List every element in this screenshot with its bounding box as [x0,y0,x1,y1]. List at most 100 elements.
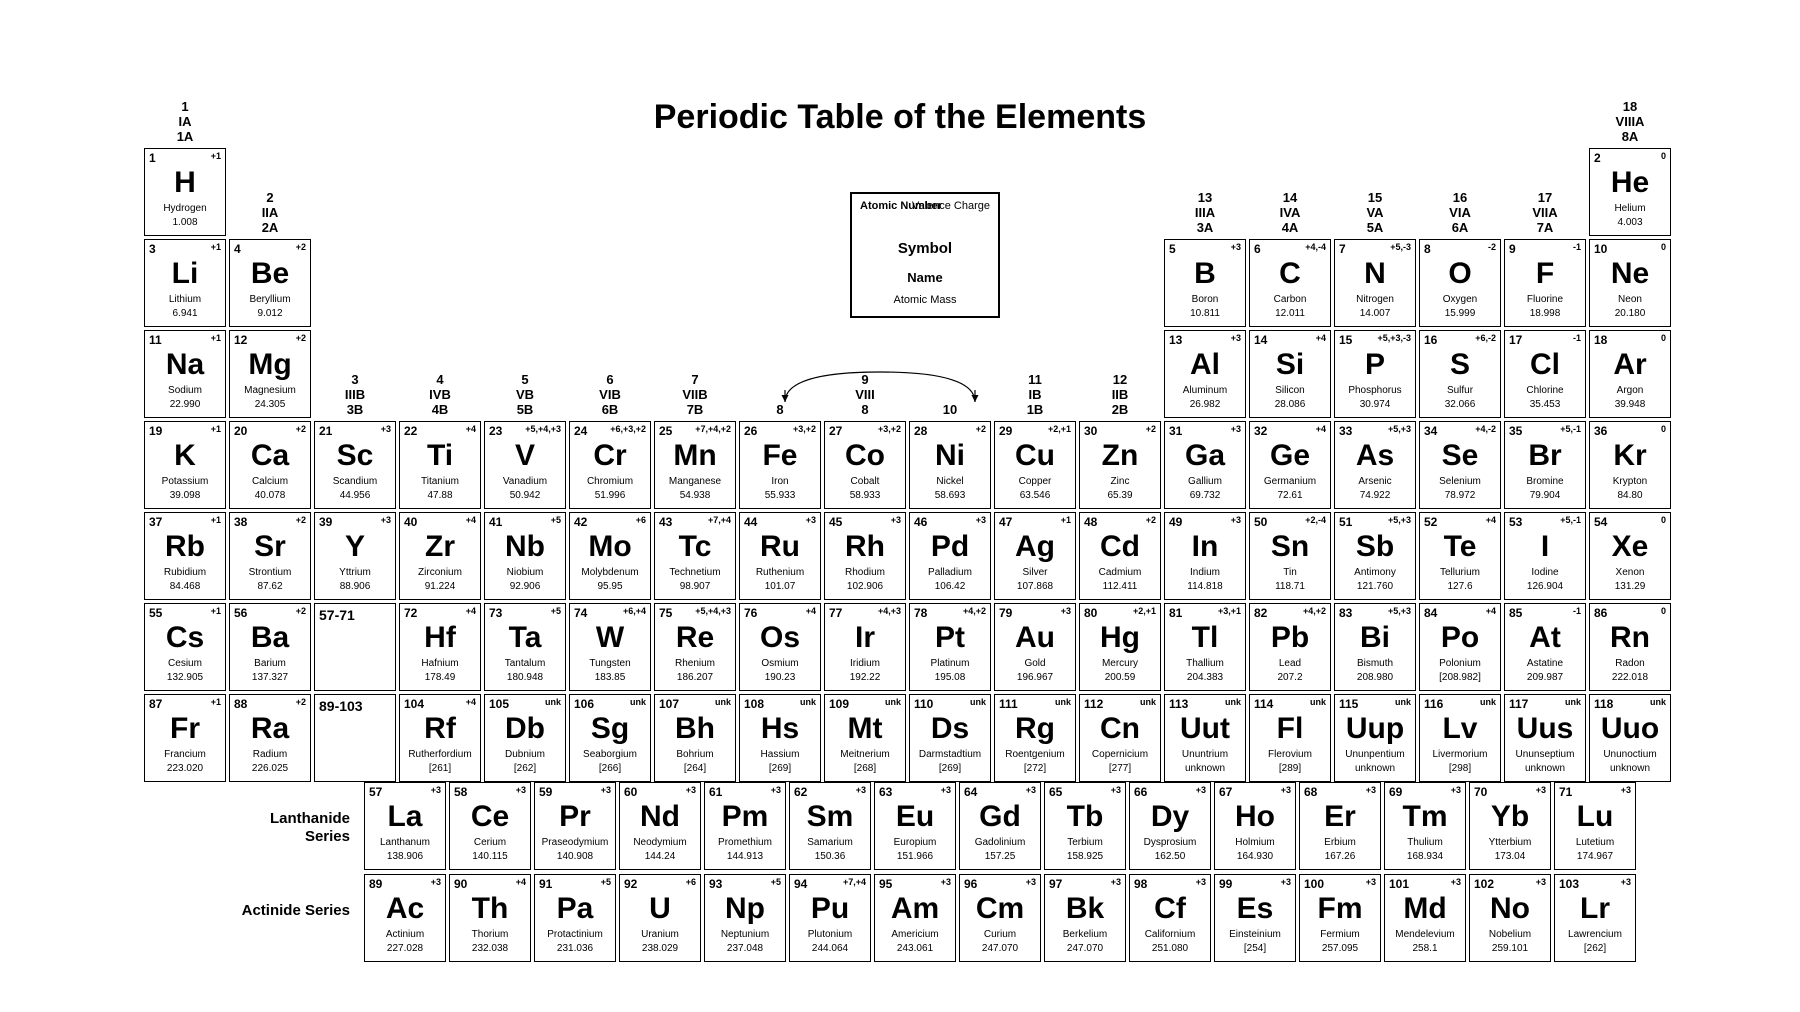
element-Sr: 38+2SrStrontium87.62 [229,512,311,600]
element-Ce: 58+3CeCerium140.115 [449,782,531,870]
group-header-6: 6VIB6B [569,372,651,417]
element-Zn: 30+2ZnZinc65.39 [1079,421,1161,509]
legend-box: Atomic Number Valence Charge Symbol Name… [850,192,1000,318]
element-Ne: 100NeNeon20.180 [1589,239,1671,327]
element-Sg: 106unkSgSeaborgium[266] [569,694,651,782]
element-Ta: 73+5TaTantalum180.948 [484,603,566,691]
element-Cm: 96+3CmCurium247.070 [959,874,1041,962]
element-Ac: 89+3AcActinium227.028 [364,874,446,962]
element-Uut: 113unkUutUnuntriumunknown [1164,694,1246,782]
range-89-103: 89-103 [314,694,396,782]
element-Rf: 104+4RfRutherfordium[261] [399,694,481,782]
element-Fm: 100+3FmFermium257.095 [1299,874,1381,962]
element-Cs: 55+1CsCesium132.905 [144,603,226,691]
legend-name: Name [852,270,998,285]
element-Th: 90+4ThThorium232.038 [449,874,531,962]
element-Be: 4+2BeBeryllium9.012 [229,239,311,327]
element-Ra: 88+2RaRadium226.025 [229,694,311,782]
element-Se: 34+4,-2SeSelenium78.972 [1419,421,1501,509]
element-Ag: 47+1AgSilver107.868 [994,512,1076,600]
element-Bi: 83+5,+3BiBismuth208.980 [1334,603,1416,691]
element-H: 1+1HHydrogen1.008 [144,148,226,236]
element-S: 16+6,-2SSulfur32.066 [1419,330,1501,418]
element-Ds: 110unkDsDarmstadtium[269] [909,694,991,782]
element-C: 6+4,-4CCarbon12.011 [1249,239,1331,327]
element-Hs: 108unkHsHassium[269] [739,694,821,782]
element-Y: 39+3YYttrium88.906 [314,512,396,600]
element-Kr: 360KrKrypton84.80 [1589,421,1671,509]
element-Tb: 65+3TbTerbium158.925 [1044,782,1126,870]
element-I: 53+5,-1IIodine126.904 [1504,512,1586,600]
element-Zr: 40+4ZrZirconium91.224 [399,512,481,600]
element-Fl: 114unkFlFlerovium[289] [1249,694,1331,782]
element-Pa: 91+5PaProtactinium231.036 [534,874,616,962]
legend-valence: Valence Charge [912,200,990,212]
element-Md: 101+3MdMendelevium258.1 [1384,874,1466,962]
element-P: 15+5,+3,-3PPhosphorus30.974 [1334,330,1416,418]
element-Cn: 112unkCnCopernicium[277] [1079,694,1161,782]
element-Eu: 63+3EuEuropium151.966 [874,782,956,870]
element-Rn: 860RnRadon222.018 [1589,603,1671,691]
element-No: 102+3NoNobelium259.101 [1469,874,1551,962]
element-Cl: 17-1ClChlorine35.453 [1504,330,1586,418]
element-Bk: 97+3BkBerkelium247.070 [1044,874,1126,962]
group-header-17: 17VIIA7A [1504,190,1586,235]
group-header-9: 9VIII8 [824,372,906,417]
element-Cf: 98+3CfCalifornium251.080 [1129,874,1211,962]
element-B: 5+3BBoron10.811 [1164,239,1246,327]
element-Mn: 25+7,+4,+2MnManganese54.938 [654,421,736,509]
element-Hg: 80+2,+1HgMercury200.59 [1079,603,1161,691]
group-header-12: 12IIB2B [1079,372,1161,417]
element-Li: 3+1LiLithium6.941 [144,239,226,327]
element-Cu: 29+2,+1CuCopper63.546 [994,421,1076,509]
element-U: 92+6UUranium238.029 [619,874,701,962]
element-Ir: 77+4,+3IrIridium192.22 [824,603,906,691]
element-Er: 68+3ErErbium167.26 [1299,782,1381,870]
group-header-3: 3IIIB3B [314,372,396,417]
element-Tm: 69+3TmThulium168.934 [1384,782,1466,870]
element-Pr: 59+3PrPraseodymium140.908 [534,782,616,870]
element-Nb: 41+5NbNiobium92.906 [484,512,566,600]
element-Uus: 117unkUusUnunseptiumunknown [1504,694,1586,782]
element-Lr: 103+3LrLawrencium[262] [1554,874,1636,962]
element-Uup: 115unkUupUnunpentiumunknown [1334,694,1416,782]
element-Ba: 56+2BaBarium137.327 [229,603,311,691]
element-Fe: 26+3,+2FeIron55.933 [739,421,821,509]
element-Sm: 62+3SmSamarium150.36 [789,782,871,870]
element-Re: 75+5,+4,+3ReRhenium186.207 [654,603,736,691]
element-Tl: 81+3,+1TlThallium204.383 [1164,603,1246,691]
element-Dy: 66+3DyDysprosium162.50 [1129,782,1211,870]
group-header-16: 16VIA6A [1419,190,1501,235]
element-Es: 99+3EsEinsteinium[254] [1214,874,1296,962]
element-Ni: 28+2NiNickel58.693 [909,421,991,509]
element-Os: 76+4OsOsmium190.23 [739,603,821,691]
element-Fr: 87+1FrFrancium223.020 [144,694,226,782]
element-At: 85-1AtAstatine209.987 [1504,603,1586,691]
element-Mo: 42+6MoMolybdenum95.95 [569,512,651,600]
actinide-label: Actinide Series [240,902,350,920]
group-header-10: 10 [909,402,991,417]
legend-symbol: Symbol [852,240,998,257]
page-title: Periodic Table of the Elements [0,98,1800,137]
element-F: 9-1FFluorine18.998 [1504,239,1586,327]
range-57-71: 57-71 [314,603,396,691]
group-header-15: 15VA5A [1334,190,1416,235]
element-K: 19+1KPotassium39.098 [144,421,226,509]
element-Pu: 94+7,+4PuPlutonium244.064 [789,874,871,962]
element-Na: 11+1NaSodium22.990 [144,330,226,418]
element-O: 8-2OOxygen15.999 [1419,239,1501,327]
element-Ti: 22+4TiTitanium47.88 [399,421,481,509]
element-Pm: 61+3PmPromethium144.913 [704,782,786,870]
element-Lu: 71+3LuLutetium174.967 [1554,782,1636,870]
element-Tc: 43+7,+4TcTechnetium98.907 [654,512,736,600]
element-Uuo: 118unkUuoUnunoctiumunknown [1589,694,1671,782]
element-Am: 95+3AmAmericium243.061 [874,874,956,962]
element-Xe: 540XeXenon131.29 [1589,512,1671,600]
element-V: 23+5,+4,+3VVanadium50.942 [484,421,566,509]
element-Ru: 44+3RuRuthenium101.07 [739,512,821,600]
group-header-14: 14IVA4A [1249,190,1331,235]
element-Hf: 72+4HfHafnium178.49 [399,603,481,691]
element-Nd: 60+3NdNeodymium144.24 [619,782,701,870]
element-N: 7+5,-3NNitrogen14.007 [1334,239,1416,327]
element-Ca: 20+2CaCalcium40.078 [229,421,311,509]
